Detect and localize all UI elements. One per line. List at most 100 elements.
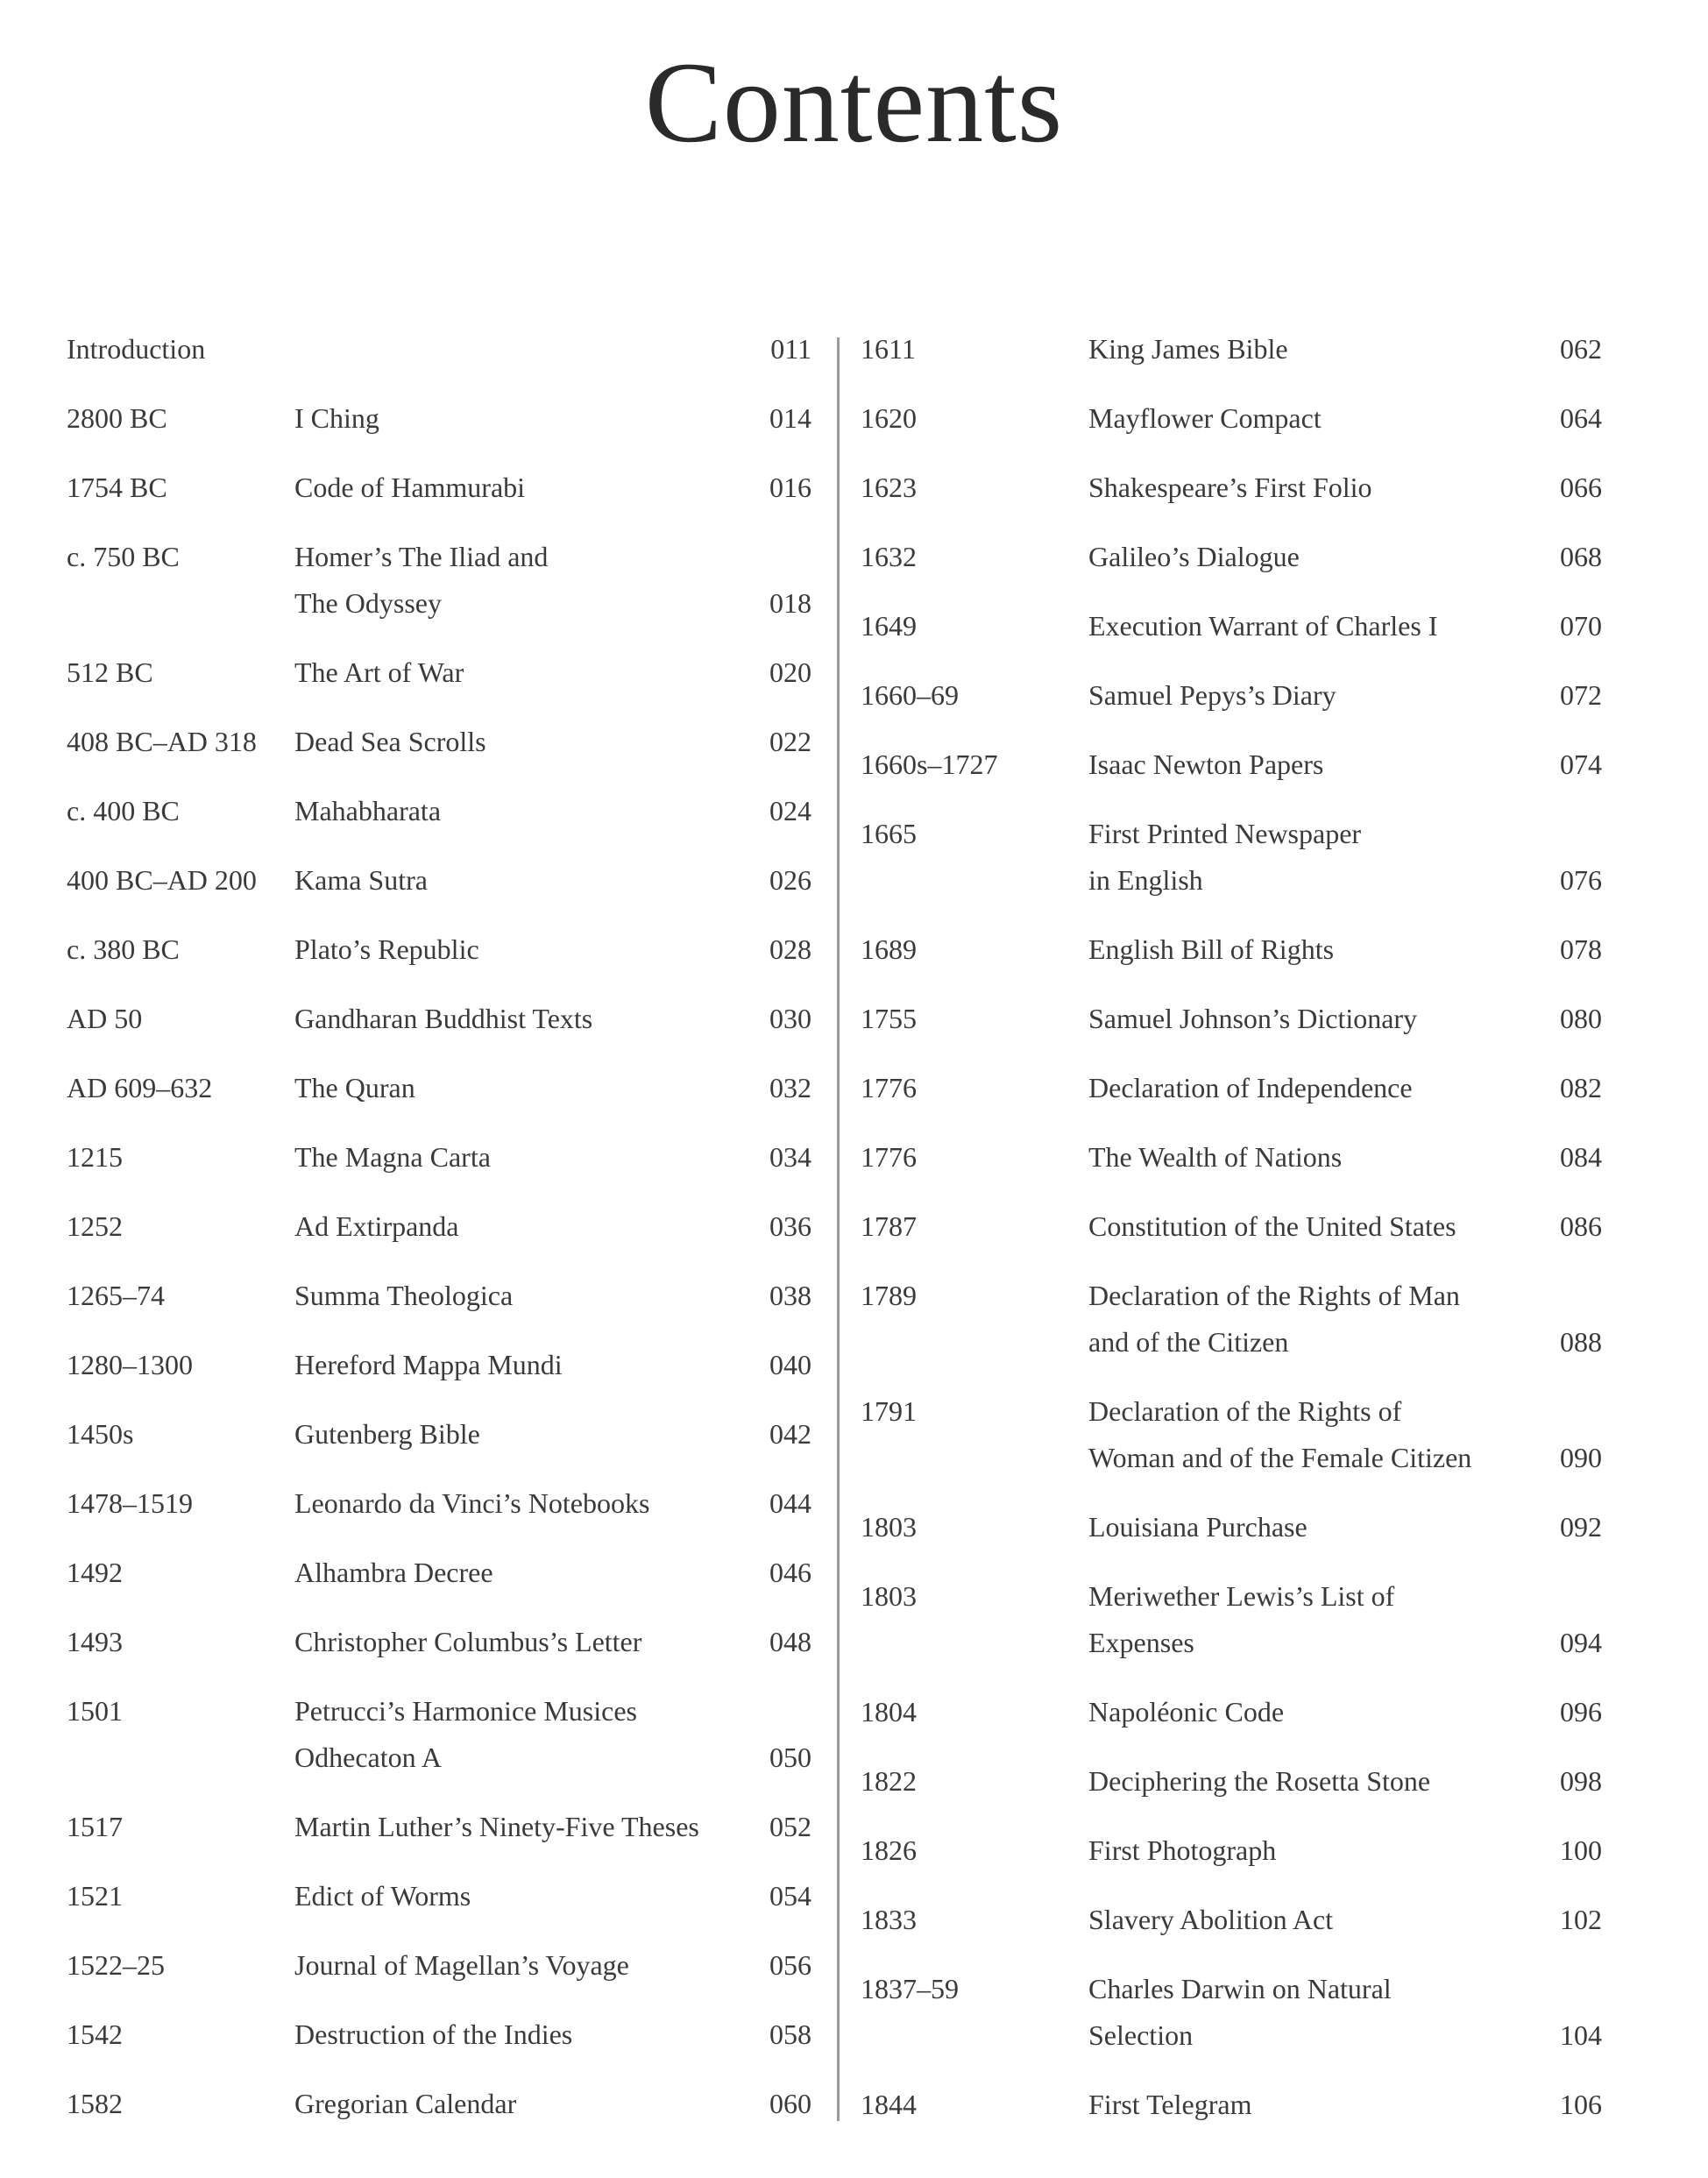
toc-entry[interactable]: 1803 Louisiana Purchase 092 — [861, 1504, 1602, 1573]
entry-title: Kama Sutra — [294, 864, 428, 896]
toc-entry[interactable]: 1803 Meriwether Lewis’s List of Expenses 09… — [861, 1573, 1602, 1689]
entry-date: 1542 — [67, 2018, 123, 2050]
toc-entry[interactable]: 1789 Declaration of the Rights of Man and … — [861, 1273, 1602, 1388]
toc-entry[interactable]: 1492 Alhambra Decree 046 — [67, 1550, 811, 1619]
toc-entry[interactable]: Introduction 011 — [67, 326, 811, 395]
entry-date: 1833 — [861, 1904, 917, 1935]
entry-title: Declaration of Independence — [1088, 1072, 1413, 1103]
toc-entry[interactable]: 1620 Mayflower Compact 064 — [861, 395, 1602, 465]
toc-entry[interactable]: 1522–25 Journal of Magellan’s Voyage 056 — [67, 1942, 811, 2011]
entry-date: 1803 — [861, 1511, 917, 1543]
entry-date: 1755 — [861, 1003, 917, 1034]
toc-entry[interactable]: 1632 Galileo’s Dialogue 068 — [861, 534, 1602, 603]
entry-page-number: 042 — [769, 1418, 811, 1450]
entry-title: Dead Sea Scrolls — [294, 726, 486, 757]
toc-entry[interactable]: 1521 Edict of Worms 054 — [67, 1873, 811, 1942]
entry-title: First Printed Newspaper in English — [1088, 811, 1562, 904]
toc-entry[interactable]: 1804 Napoléonic Code 096 — [861, 1689, 1602, 1758]
entry-page-number: 092 — [1560, 1511, 1602, 1543]
entry-title-line: Declaration of the Rights of — [1088, 1395, 1402, 1427]
toc-entry[interactable]: 2800 BC I Ching 014 — [67, 395, 811, 465]
toc-entry[interactable]: 1252 Ad Extirpanda 036 — [67, 1203, 811, 1273]
toc-entry[interactable]: 1501 Petrucci’s Harmonice Musices Odhecato… — [67, 1688, 811, 1804]
toc-entry[interactable]: 1776 The Wealth of Nations 084 — [861, 1134, 1602, 1203]
entry-title: Martin Luther’s Ninety-Five Theses — [294, 1811, 699, 1842]
entry-page-number: 024 — [769, 795, 811, 827]
toc-entry[interactable]: 1478–1519 Leonardo da Vinci’s Notebooks 04… — [67, 1480, 811, 1550]
entry-page-number: 058 — [769, 2018, 811, 2050]
toc-entry[interactable]: 512 BC The Art of War 020 — [67, 649, 811, 719]
entry-date: 1582 — [67, 2088, 123, 2119]
toc-entry[interactable]: 1665 First Printed Newspaper in English 076 — [861, 811, 1602, 926]
entry-title: The Art of War — [294, 656, 464, 688]
entry-page-number: 098 — [1560, 1765, 1602, 1797]
entry-date: 1623 — [861, 472, 917, 503]
entry-title: Louisiana Purchase — [1088, 1511, 1308, 1543]
entry-date: 1517 — [67, 1811, 123, 1842]
toc-entry[interactable]: c. 750 BC Homer’s The Iliad and The Odysse… — [67, 534, 811, 649]
toc-entry[interactable]: 408 BC–AD 318 Dead Sea Scrolls 022 — [67, 719, 811, 788]
toc-entry[interactable]: 1215 The Magna Carta 034 — [67, 1134, 811, 1203]
toc-entry[interactable]: 1754 BC Code of Hammurabi 016 — [67, 465, 811, 534]
toc-entry[interactable]: 1826 First Photograph 100 — [861, 1827, 1602, 1897]
entry-page-number: 064 — [1560, 402, 1602, 434]
toc-entry[interactable]: 1582 Gregorian Calendar 060 — [67, 2081, 811, 2150]
entry-page-number: 030 — [769, 1003, 811, 1034]
entry-title-line: Odhecaton A — [294, 1742, 442, 1773]
entry-title: Mayflower Compact — [1088, 402, 1322, 434]
toc-entry[interactable]: AD 50 Gandharan Buddhist Texts 030 — [67, 996, 811, 1065]
toc-entry[interactable]: 1623 Shakespeare’s First Folio 066 — [861, 465, 1602, 534]
entry-date: 1689 — [861, 933, 917, 965]
toc-entry[interactable]: 1611 King James Bible 062 — [861, 326, 1602, 395]
toc-entry[interactable]: 1822 Deciphering the Rosetta Stone 098 — [861, 1758, 1602, 1827]
entry-page-number: 036 — [769, 1210, 811, 1242]
entry-date: AD 609–632 — [67, 1072, 213, 1103]
entry-page-number: 086 — [1560, 1210, 1602, 1242]
toc-entry[interactable]: 1280–1300 Hereford Mappa Mundi 040 — [67, 1342, 811, 1411]
toc-entry[interactable]: AD 609–632 The Quran 032 — [67, 1065, 811, 1134]
entry-page-number: 084 — [1560, 1141, 1602, 1173]
entry-date: 400 BC–AD 200 — [67, 864, 257, 896]
entry-title: Samuel Pepys’s Diary — [1088, 679, 1336, 711]
toc-entry[interactable]: 400 BC–AD 200 Kama Sutra 026 — [67, 857, 811, 926]
entry-date: AD 50 — [67, 1003, 143, 1034]
toc-entry[interactable]: 1660s–1727 Isaac Newton Papers 074 — [861, 741, 1602, 811]
entry-date: 1611 — [861, 333, 916, 365]
toc-entry[interactable]: 1689 English Bill of Rights 078 — [861, 926, 1602, 996]
entry-page-number: 082 — [1560, 1072, 1602, 1103]
entry-date: 1522–25 — [67, 1949, 165, 1981]
toc-entry[interactable]: 1660–69 Samuel Pepys’s Diary 072 — [861, 672, 1602, 741]
entry-date: 1492 — [67, 1557, 123, 1588]
entry-title: The Quran — [294, 1072, 415, 1103]
entry-page-number: 054 — [769, 1880, 811, 1912]
entry-date: 1620 — [861, 402, 917, 434]
toc-entry[interactable]: 1542 Destruction of the Indies 058 — [67, 2011, 811, 2081]
entry-title-line: Petrucci’s Harmonice Musices — [294, 1695, 637, 1727]
toc-entry[interactable]: 1833 Slavery Abolition Act 102 — [861, 1897, 1602, 1966]
toc-entry[interactable]: 1837–59 Charles Darwin on Natural Selectio… — [861, 1966, 1602, 2082]
toc-entry[interactable]: c. 380 BC Plato’s Republic 028 — [67, 926, 811, 996]
entry-date: 1450s — [67, 1418, 134, 1450]
page-title: Contents — [644, 38, 1064, 167]
entry-title-line: Homer’s The Iliad and — [294, 541, 549, 572]
toc-entry[interactable]: 1517 Martin Luther’s Ninety-Five Theses 05… — [67, 1804, 811, 1873]
toc-entry[interactable]: 1493 Christopher Columbus’s Letter 048 — [67, 1619, 811, 1688]
entry-title: Slavery Abolition Act — [1088, 1904, 1334, 1935]
toc-entry[interactable]: 1450s Gutenberg Bible 042 — [67, 1411, 811, 1480]
entry-title-line: in English — [1088, 864, 1203, 896]
toc-entry[interactable]: 1844 First Telegram 106 — [861, 2082, 1602, 2151]
toc-entry[interactable]: 1265–74 Summa Theologica 038 — [67, 1273, 811, 1342]
toc-entry[interactable]: 1776 Declaration of Independence 082 — [861, 1065, 1602, 1134]
entry-page-number: 046 — [769, 1557, 811, 1588]
toc-entry[interactable]: 1755 Samuel Johnson’s Dictionary 080 — [861, 996, 1602, 1065]
toc-entry[interactable]: 1649 Execution Warrant of Charles I 070 — [861, 603, 1602, 672]
entry-page-number: 076 — [1560, 864, 1602, 896]
toc-entry[interactable]: 1787 Constitution of the United States 086 — [861, 1203, 1602, 1273]
entry-page-number: 066 — [1560, 472, 1602, 503]
entry-page-number: 070 — [1560, 610, 1602, 642]
entry-page-number: 020 — [769, 656, 811, 688]
entry-title: Leonardo da Vinci’s Notebooks — [294, 1487, 650, 1519]
toc-entry[interactable]: 1791 Declaration of the Rights of Woman an… — [861, 1388, 1602, 1504]
entry-page-number: 074 — [1560, 748, 1602, 780]
toc-entry[interactable]: c. 400 BC Mahabharata 024 — [67, 788, 811, 857]
